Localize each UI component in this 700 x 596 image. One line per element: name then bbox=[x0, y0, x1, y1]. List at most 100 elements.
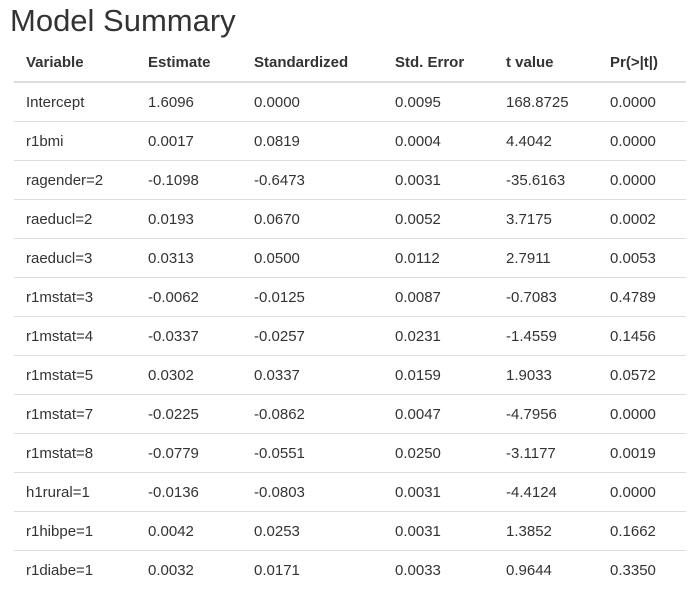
table-row: r1mstat=8 -0.0779 -0.0551 0.0250 -3.1177 0.00… bbox=[14, 433, 686, 473]
cell-standardized: -0.0125 bbox=[242, 277, 383, 317]
cell-std-error: 0.0031 bbox=[383, 511, 494, 551]
cell-standardized: -0.0551 bbox=[242, 433, 383, 473]
cell-p-value: 0.1662 bbox=[598, 511, 686, 551]
cell-p-value: 0.0000 bbox=[598, 121, 686, 161]
cell-t-value: -35.6163 bbox=[494, 160, 598, 200]
cell-std-error: 0.0231 bbox=[383, 316, 494, 356]
cell-std-error: 0.0047 bbox=[383, 394, 494, 434]
cell-estimate: 0.0193 bbox=[136, 199, 242, 239]
table-row: r1mstat=4 -0.0337 -0.0257 0.0231 -1.4559 0.14… bbox=[14, 316, 686, 356]
table-row: Intercept 1.6096 0.0000 0.0095 168.8725 0.000… bbox=[14, 82, 686, 122]
table-header-row: Variable Estimate Standardized Std. Erro… bbox=[14, 43, 686, 83]
cell-estimate: -0.1098 bbox=[136, 160, 242, 200]
cell-std-error: 0.0052 bbox=[383, 199, 494, 239]
table-row: h1rural=1 -0.0136 -0.0803 0.0031 -4.4124 0.00… bbox=[14, 472, 686, 512]
cell-t-value: 1.3852 bbox=[494, 511, 598, 551]
cell-standardized: -0.6473 bbox=[242, 160, 383, 200]
cell-standardized: -0.0257 bbox=[242, 316, 383, 356]
cell-variable: r1hibpe=1 bbox=[14, 511, 136, 551]
cell-variable: r1bmi bbox=[14, 121, 136, 161]
column-header-variable: Variable bbox=[14, 43, 136, 83]
column-header-std-error: Std. Error bbox=[383, 43, 494, 83]
cell-estimate: -0.0337 bbox=[136, 316, 242, 356]
cell-p-value: 0.0572 bbox=[598, 355, 686, 395]
cell-p-value: 0.0019 bbox=[598, 433, 686, 473]
table-row: r1diabe=1 0.0032 0.0171 0.0033 0.9644 0.3350 bbox=[14, 551, 686, 590]
cell-t-value: -4.4124 bbox=[494, 472, 598, 512]
cell-p-value: 0.1456 bbox=[598, 316, 686, 356]
table-row: r1hibpe=1 0.0042 0.0253 0.0031 1.3852 0.1662 bbox=[14, 511, 686, 551]
cell-standardized: 0.0000 bbox=[242, 82, 383, 122]
cell-std-error: 0.0159 bbox=[383, 355, 494, 395]
cell-estimate: 0.0017 bbox=[136, 121, 242, 161]
cell-p-value: 0.0002 bbox=[598, 199, 686, 239]
cell-variable: r1diabe=1 bbox=[26, 561, 94, 579]
cell-standardized: 0.0171 bbox=[254, 561, 300, 579]
cell-t-value: 2.7911 bbox=[494, 238, 598, 278]
cell-t-value: 4.4042 bbox=[494, 121, 598, 161]
table-row: raeducl=2 0.0193 0.0670 0.0052 3.7175 0.0002 bbox=[14, 199, 686, 239]
cell-t-value: -0.7083 bbox=[494, 277, 598, 317]
cell-estimate: -0.0779 bbox=[136, 433, 242, 473]
cell-std-error: 0.0031 bbox=[383, 472, 494, 512]
cell-p-value: 0.4789 bbox=[598, 277, 686, 317]
cell-standardized: 0.0819 bbox=[242, 121, 383, 161]
cell-standardized: 0.0500 bbox=[242, 238, 383, 278]
cell-variable: r1mstat=5 bbox=[14, 355, 136, 395]
cell-std-error: 0.0031 bbox=[383, 160, 494, 200]
cell-standardized: -0.0803 bbox=[242, 472, 383, 512]
cell-t-value: 168.8725 bbox=[494, 82, 598, 122]
cell-variable: r1mstat=8 bbox=[14, 433, 136, 473]
cell-p-value: 0.0000 bbox=[598, 160, 686, 200]
cell-standardized: 0.0253 bbox=[242, 511, 383, 551]
cell-variable: raeducl=3 bbox=[14, 238, 136, 278]
cell-standardized: 0.0670 bbox=[242, 199, 383, 239]
table-body: Intercept 1.6096 0.0000 0.0095 168.8725 0.000… bbox=[14, 82, 686, 589]
cell-std-error: 0.0087 bbox=[383, 277, 494, 317]
table-row: raeducl=3 0.0313 0.0500 0.0112 2.7911 0.0053 bbox=[14, 238, 686, 278]
cell-variable: r1mstat=4 bbox=[14, 316, 136, 356]
cell-variable: ragender=2 bbox=[14, 160, 136, 200]
page-title: Model Summary bbox=[10, 3, 236, 38]
cell-t-value: -1.4559 bbox=[494, 316, 598, 356]
cell-t-value: -3.1177 bbox=[494, 433, 598, 473]
cell-p-value: 0.0000 bbox=[598, 394, 686, 434]
cell-standardized: -0.0862 bbox=[242, 394, 383, 434]
cell-std-error: 0.0250 bbox=[383, 433, 494, 473]
column-header-p-value: Pr(>|t|) bbox=[598, 43, 686, 83]
cell-p-value: 0.0000 bbox=[598, 472, 686, 512]
cell-std-error: 0.0004 bbox=[383, 121, 494, 161]
table-row: r1mstat=7 -0.0225 -0.0862 0.0047 -4.7956 0.00… bbox=[14, 394, 686, 434]
cell-p-value: 0.3350 bbox=[610, 561, 656, 579]
cell-estimate: 0.0032 bbox=[148, 561, 194, 579]
cell-estimate: -0.0225 bbox=[136, 394, 242, 434]
table-row: ragender=2 -0.1098 -0.6473 0.0031 -35.6163 0.… bbox=[14, 160, 686, 200]
table-row: r1mstat=3 -0.0062 -0.0125 0.0087 -0.7083 0.47… bbox=[14, 277, 686, 317]
cell-p-value: 0.0000 bbox=[598, 82, 686, 122]
cell-estimate: -0.0136 bbox=[136, 472, 242, 512]
model-summary-table: Variable Estimate Standardized Std. Erro… bbox=[14, 43, 686, 589]
cell-t-value: -4.7956 bbox=[494, 394, 598, 434]
cell-variable: h1rural=1 bbox=[14, 472, 136, 512]
cell-variable: Intercept bbox=[14, 82, 136, 122]
table-row: r1mstat=5 0.0302 0.0337 0.0159 1.9033 0.0572 bbox=[14, 355, 686, 395]
cell-p-value: 0.0053 bbox=[598, 238, 686, 278]
cell-standardized: 0.0337 bbox=[242, 355, 383, 395]
cell-t-value: 1.9033 bbox=[494, 355, 598, 395]
cell-t-value: 0.9644 bbox=[506, 561, 552, 579]
cell-estimate: 1.6096 bbox=[136, 82, 242, 122]
column-header-t-value: t value bbox=[494, 43, 598, 83]
cell-estimate: 0.0042 bbox=[136, 511, 242, 551]
column-header-estimate: Estimate bbox=[136, 43, 242, 83]
cell-variable: raeducl=2 bbox=[14, 199, 136, 239]
cell-variable: r1mstat=7 bbox=[14, 394, 136, 434]
table-row: r1bmi 0.0017 0.0819 0.0004 4.4042 0.0000 bbox=[14, 121, 686, 161]
cell-estimate: 0.0302 bbox=[136, 355, 242, 395]
cell-std-error: 0.0095 bbox=[383, 82, 494, 122]
cell-variable: r1mstat=3 bbox=[14, 277, 136, 317]
column-header-standardized: Standardized bbox=[242, 43, 383, 83]
cell-std-error: 0.0033 bbox=[395, 561, 441, 579]
cell-std-error: 0.0112 bbox=[383, 238, 494, 278]
cell-estimate: -0.0062 bbox=[136, 277, 242, 317]
cell-estimate: 0.0313 bbox=[136, 238, 242, 278]
